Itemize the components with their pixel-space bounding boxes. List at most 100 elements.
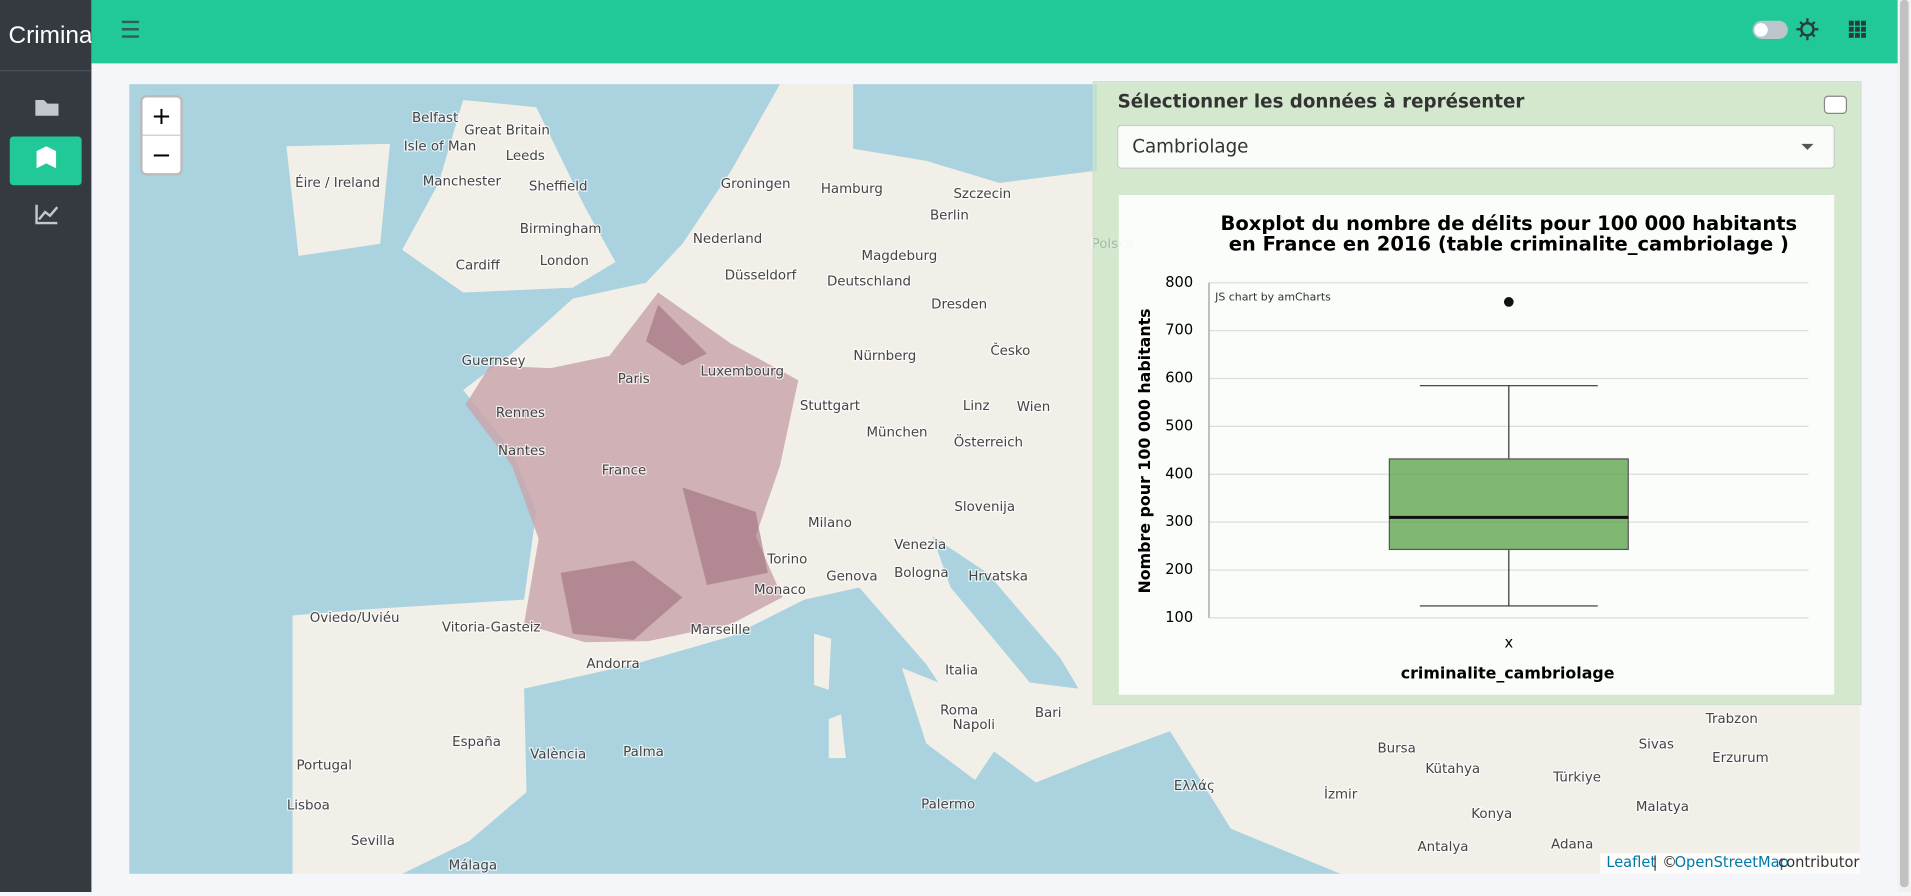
map-label: Österreich <box>954 432 1023 450</box>
map-label: Berlin <box>930 209 969 224</box>
map-label: Torino <box>766 552 807 567</box>
chart-title: en France en 2016 (table criminalite_cam… <box>1229 232 1789 255</box>
box <box>1388 458 1629 551</box>
map-label: Guernsey <box>462 354 526 369</box>
map-label: Éire / Ireland <box>295 173 380 191</box>
map-label: València <box>530 746 586 762</box>
nav-files[interactable] <box>35 99 59 116</box>
brand: Crimina <box>9 22 93 49</box>
apps-icon[interactable] <box>1848 20 1866 38</box>
map-label: Hamburg <box>821 182 883 197</box>
map-label: Marseille <box>690 623 750 638</box>
map-label: Nürnberg <box>853 349 916 364</box>
map-label: München <box>866 426 927 441</box>
map-label: Birmingham <box>520 222 602 237</box>
y-tick-label: 800 <box>1165 274 1193 291</box>
y-tick-label: 400 <box>1165 465 1193 482</box>
map-label: Rennes <box>496 406 545 421</box>
map-label: Nederland <box>693 232 762 247</box>
map-label: France <box>602 463 647 478</box>
map-label: Málaga <box>449 857 497 873</box>
attribution-leaflet[interactable]: Leaflet <box>1606 854 1656 871</box>
map-label: Bursa <box>1378 741 1416 756</box>
map-label: Luxembourg <box>700 365 783 380</box>
map-label: Kütahya <box>1425 762 1480 777</box>
map-label: Palma <box>623 745 664 760</box>
map-label: Linz <box>963 399 990 414</box>
map-label: Wien <box>1017 400 1050 415</box>
map-label: España <box>452 735 501 750</box>
sidebar <box>0 0 92 893</box>
zoom-out[interactable]: − <box>151 140 171 169</box>
map-label: Magdeburg <box>862 249 938 264</box>
y-tick-label: 600 <box>1165 370 1193 387</box>
panel-checkbox[interactable] <box>1823 95 1848 114</box>
y-tick-label: 200 <box>1165 561 1193 578</box>
map-label: Ελλάς <box>1174 778 1215 794</box>
chart-area <box>1118 195 1835 695</box>
map-label: Slovenija <box>954 500 1015 515</box>
map-label: Great Britain <box>464 123 550 138</box>
map-label: Portugal <box>296 758 351 773</box>
map-label: Roma <box>940 704 978 719</box>
chart-title: Boxplot du nombre de délits pour 100 000… <box>1220 212 1797 235</box>
map-label: Erzurum <box>1712 751 1769 766</box>
map-label: Paris <box>618 372 650 387</box>
y-tick-label: 700 <box>1165 322 1193 339</box>
map-label: Andorra <box>586 657 639 672</box>
map-label: Palermo <box>921 797 975 812</box>
nav-chart[interactable] <box>35 204 59 225</box>
x-tick-label: x <box>1504 635 1513 652</box>
map-label: Türkiye <box>1552 771 1601 786</box>
y-axis-label: Nombre pour 100 000 habitants <box>1135 308 1154 593</box>
map-label: Isle of Man <box>404 139 477 154</box>
map-label: Düsseldorf <box>725 268 797 283</box>
select[interactable] <box>1116 124 1835 169</box>
map-label: Nantes <box>498 444 545 459</box>
map-label: Vitoria-Gasteiz <box>442 621 541 636</box>
attribution-copyright: | © <box>1653 854 1677 871</box>
map-label: Bologna <box>894 566 949 581</box>
map-label: Trabzon <box>1705 712 1758 727</box>
panel-title: Sélectionner les données à représenter <box>1118 91 1525 112</box>
menu-toggle[interactable] <box>121 20 139 38</box>
y-tick-label: 100 <box>1165 609 1193 626</box>
map-label: Antalya <box>1418 840 1469 855</box>
map-label: Česko <box>990 341 1030 359</box>
map-label: Dresden <box>931 298 987 313</box>
map-label: Deutschland <box>827 275 911 290</box>
map-label: Italia <box>945 663 978 678</box>
map-label: Genova <box>826 569 877 584</box>
map-label: Oviedo/Uviéu <box>310 610 400 626</box>
topbar <box>91 0 1898 64</box>
map-label: Hrvatska <box>968 569 1028 584</box>
map-label: London <box>540 254 589 269</box>
map-label: Sivas <box>1639 738 1674 753</box>
map-label: Manchester <box>423 175 502 190</box>
map-label: Monaco <box>754 583 806 598</box>
y-tick-label: 300 <box>1165 513 1193 530</box>
attribution-contributors: contributors <box>1778 854 1867 871</box>
map-label: Adana <box>1551 838 1593 853</box>
map-label: Bari <box>1035 706 1062 721</box>
outlier <box>1503 297 1514 307</box>
zoom-in[interactable]: + <box>151 101 171 130</box>
y-tick-label: 500 <box>1165 417 1193 434</box>
map-label: Belfast <box>412 111 458 126</box>
map-label: Leeds <box>506 149 545 164</box>
map-label: Szczecin <box>953 187 1011 202</box>
chart-credit: JS chart by amCharts <box>1214 290 1331 303</box>
map-label: Lisboa <box>287 799 330 814</box>
map-label: Sevilla <box>351 834 395 849</box>
map-label: Napoli <box>953 718 995 733</box>
theme-icon[interactable] <box>1796 18 1819 41</box>
attribution-osm[interactable]: OpenStreetMap <box>1675 854 1789 871</box>
map-label: Sheffield <box>529 179 588 194</box>
map-label: Groningen <box>721 177 791 192</box>
map-label: Stuttgart <box>800 399 860 414</box>
map-label: Cardiff <box>456 259 501 274</box>
map-label: Milano <box>808 516 852 531</box>
map-label: İzmir <box>1324 785 1358 803</box>
map-label: Konya <box>1471 807 1512 822</box>
